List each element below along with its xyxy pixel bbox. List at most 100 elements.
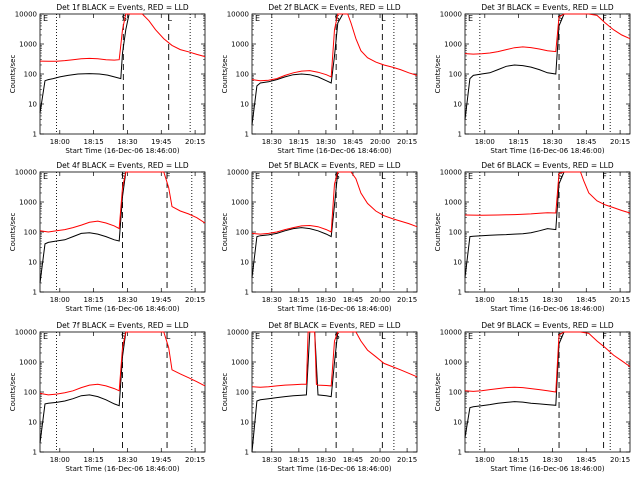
x-tick-label: 18:30 xyxy=(117,296,137,304)
x-tick-label: 18:15 xyxy=(509,138,529,146)
x-axis-label: Start Time (16-Dec-06 18:46:00) xyxy=(490,465,604,473)
y-tick-label: 1 xyxy=(33,131,37,139)
x-tick-label: 18:15 xyxy=(84,138,104,146)
x-tick-label: 20:15 xyxy=(185,296,205,304)
marker-label: S xyxy=(558,172,563,181)
events-series-line xyxy=(39,331,127,444)
lld-series-line xyxy=(251,13,418,82)
y-tick-label: 1 xyxy=(458,449,462,457)
marker-label: S xyxy=(121,172,126,181)
lld-series-line xyxy=(251,171,418,235)
panel-det-8: Det 8f BLACK = Events, RED = LLD 1 10 100 10… xyxy=(221,321,418,473)
x-tick-label: 18:00 xyxy=(50,296,70,304)
panel-det-5: Det 5f BLACK = Events, RED = LLD 1 10 100 10… xyxy=(221,161,418,313)
x-axis-label: Start Time (16-Dec-06 18:46:00) xyxy=(277,465,391,473)
marker-label: E xyxy=(468,14,473,23)
panel-det-2: Det 2f BLACK = Events, RED = LLD 1 10 100 10… xyxy=(221,3,418,155)
y-tick-label: 1 xyxy=(245,289,249,297)
marker-label: F xyxy=(602,172,607,181)
events-series-line xyxy=(39,13,139,114)
marker-label: E xyxy=(255,172,260,181)
x-tick-label: 20:15 xyxy=(610,138,630,146)
x-tick-label: 19:45 xyxy=(151,138,171,146)
marker-label: L xyxy=(381,14,386,23)
marker-label: S xyxy=(558,14,563,23)
x-tick-label: 18:15 xyxy=(289,138,309,146)
panel-det-3: Det 3f BLACK = Events, RED = LLD 1 10 100 10… xyxy=(434,3,631,155)
y-tick-label: 10000 xyxy=(227,169,249,177)
y-tick-label: 1 xyxy=(245,131,249,139)
x-tick-label: 18:30 xyxy=(316,138,336,146)
x-tick-label: 18:30 xyxy=(542,138,562,146)
y-tick-label: 1000 xyxy=(444,359,462,367)
y-axis-label: Counts/sec xyxy=(9,55,17,94)
y-tick-label: 10 xyxy=(28,259,37,267)
y-tick-label: 1 xyxy=(245,449,249,457)
x-axis-label: Start Time (16-Dec-06 18:46:00) xyxy=(65,147,179,155)
x-tick-label: 18:15 xyxy=(509,456,529,464)
x-tick-label: 18:45 xyxy=(576,138,596,146)
panel-det-9: Det 9f BLACK = Events, RED = LLD 1 10 100 10… xyxy=(434,321,631,473)
x-axis-label: Start Time (16-Dec-06 18:46:00) xyxy=(65,305,179,313)
y-tick-label: 10000 xyxy=(15,329,37,337)
y-tick-label: 10 xyxy=(240,419,249,427)
y-tick-label: 100 xyxy=(449,229,462,237)
y-tick-label: 1000 xyxy=(19,41,37,49)
panel-title: Det 9f BLACK = Events, RED = LLD xyxy=(481,321,614,330)
x-tick-label: 18:30 xyxy=(262,456,282,464)
lld-series-line xyxy=(39,13,206,62)
marker-label: E xyxy=(255,14,260,23)
x-tick-label: 20:00 xyxy=(370,138,390,146)
plot-frame xyxy=(464,171,631,293)
y-tick-label: 10000 xyxy=(440,169,462,177)
x-tick-label: 18:30 xyxy=(542,456,562,464)
y-tick-label: 1000 xyxy=(231,199,249,207)
x-axis-label: Start Time (16-Dec-06 18:46:00) xyxy=(65,465,179,473)
marker-label: L xyxy=(167,14,172,23)
y-tick-label: 10 xyxy=(240,101,249,109)
marker-label: F xyxy=(602,14,607,23)
x-tick-label: 18:00 xyxy=(50,138,70,146)
x-tick-label: 20:00 xyxy=(370,456,390,464)
y-tick-label: 10000 xyxy=(440,329,462,337)
marker-label: S xyxy=(121,332,126,341)
x-tick-label: 18:15 xyxy=(509,296,529,304)
x-tick-label: 18:30 xyxy=(117,138,137,146)
y-axis-label: Counts/sec xyxy=(434,213,442,252)
x-tick-label: 20:15 xyxy=(397,296,417,304)
y-tick-label: 1000 xyxy=(231,41,249,49)
panel-title: Det 3f BLACK = Events, RED = LLD xyxy=(481,3,614,12)
x-tick-label: 18:00 xyxy=(475,138,495,146)
marker-label: L xyxy=(381,332,386,341)
y-tick-label: 100 xyxy=(24,229,37,237)
y-tick-label: 1 xyxy=(458,289,462,297)
x-axis-label: Start Time (16-Dec-06 18:46:00) xyxy=(490,305,604,313)
panel-title: Det 8f BLACK = Events, RED = LLD xyxy=(268,321,401,330)
y-tick-label: 100 xyxy=(236,71,249,79)
x-tick-label: 18:30 xyxy=(316,296,336,304)
y-tick-label: 1000 xyxy=(231,359,249,367)
x-tick-label: 18:30 xyxy=(542,296,562,304)
y-tick-label: 100 xyxy=(449,389,462,397)
lld-series-line xyxy=(39,331,206,396)
y-tick-label: 1000 xyxy=(444,41,462,49)
events-series-line xyxy=(39,171,127,284)
y-tick-label: 1000 xyxy=(19,199,37,207)
x-tick-label: 18:15 xyxy=(289,456,309,464)
marker-label: L xyxy=(166,332,171,341)
y-axis-label: Counts/sec xyxy=(434,373,442,412)
marker-label: F xyxy=(166,172,171,181)
y-tick-label: 100 xyxy=(236,389,249,397)
y-tick-label: 10000 xyxy=(15,169,37,177)
x-tick-label: 20:00 xyxy=(370,296,390,304)
y-tick-label: 10 xyxy=(28,101,37,109)
x-axis-label: Start Time (16-Dec-06 18:46:00) xyxy=(490,147,604,155)
marker-label: E xyxy=(468,332,473,341)
y-tick-label: 10000 xyxy=(227,329,249,337)
y-tick-label: 1 xyxy=(458,131,462,139)
lld-series-line xyxy=(251,331,418,388)
y-tick-label: 1000 xyxy=(444,199,462,207)
x-tick-label: 20:15 xyxy=(185,456,205,464)
